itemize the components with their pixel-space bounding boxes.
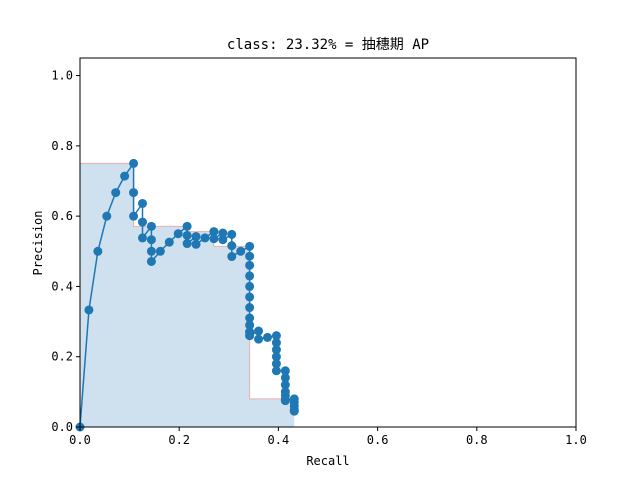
data-point: [155, 246, 165, 256]
data-point: [93, 246, 103, 256]
data-point: [227, 241, 237, 251]
data-point: [271, 366, 281, 376]
data-point: [289, 406, 299, 416]
data-point: [245, 260, 255, 270]
data-point: [146, 235, 156, 245]
data-point: [254, 334, 264, 344]
data-point: [271, 331, 281, 341]
x-tick-label: 0.6: [367, 433, 389, 447]
data-point: [182, 239, 192, 249]
data-point: [164, 237, 174, 247]
data-point: [137, 198, 147, 208]
data-point: [245, 331, 255, 341]
data-point: [200, 233, 210, 243]
data-point: [129, 188, 139, 198]
data-point: [245, 292, 255, 302]
data-point: [245, 251, 255, 261]
data-point: [146, 246, 156, 256]
data-point: [280, 380, 290, 390]
y-tick-label: 0.4: [51, 279, 73, 293]
plot-area: 0.00.0 0.2 0.2 0.4 0.4 0.6 0.6 0.8 0.8 1.0 1.0: [51, 57, 587, 447]
y-tick-label: 0.6: [51, 209, 73, 223]
x-tick-label: 1.0: [565, 433, 587, 447]
y-tick-label: 0.2: [51, 350, 73, 364]
data-point: [280, 396, 290, 406]
data-point: [280, 366, 290, 376]
data-point: [182, 230, 192, 240]
data-point: [271, 338, 281, 348]
chart-title: class: 23.32% = 抽穗期 AP: [227, 37, 429, 53]
data-point: [137, 217, 147, 227]
data-point: [209, 234, 219, 244]
data-point: [84, 305, 94, 315]
data-point: [129, 211, 139, 221]
data-point: [271, 345, 281, 355]
x-tick-label: 0.2: [168, 433, 190, 447]
area-under-curve: [80, 163, 295, 427]
data-point: [262, 332, 272, 342]
data-point: [245, 281, 255, 291]
data-point: [137, 233, 147, 243]
data-point: [245, 241, 255, 251]
data-point: [129, 158, 139, 168]
data-point: [271, 359, 281, 369]
y-tick-label: 0.8: [51, 139, 73, 153]
data-point: [173, 229, 183, 239]
data-point: [245, 303, 255, 313]
data-point: [146, 221, 156, 231]
data-point: [254, 326, 264, 336]
data-point: [146, 256, 156, 266]
data-point: [227, 252, 237, 262]
data-point: [209, 227, 219, 237]
data-point: [111, 188, 121, 198]
data-point: [271, 352, 281, 362]
data-point: [191, 239, 201, 249]
data-point: [236, 246, 246, 256]
data-point: [102, 211, 112, 221]
data-point: [218, 235, 228, 245]
x-tick-label: 0.0: [69, 433, 91, 447]
data-point: [245, 271, 255, 281]
data-point: [245, 320, 255, 330]
y-tick-label: 1.0: [51, 69, 73, 83]
axes-frame: [79, 57, 577, 428]
data-point: [280, 373, 290, 383]
x-tick-label: 0.4: [268, 433, 290, 447]
y-tick-label: 0.0: [51, 420, 73, 434]
data-point: [120, 171, 130, 181]
data-point: [227, 229, 237, 239]
data-point: [218, 228, 228, 238]
data-point: [191, 232, 201, 242]
data-point: [245, 313, 255, 323]
y-axis-label: Precision: [31, 210, 45, 275]
x-axis-label: Recall: [306, 454, 349, 468]
data-point: [182, 221, 192, 231]
x-tick-label: 0.8: [466, 433, 488, 447]
